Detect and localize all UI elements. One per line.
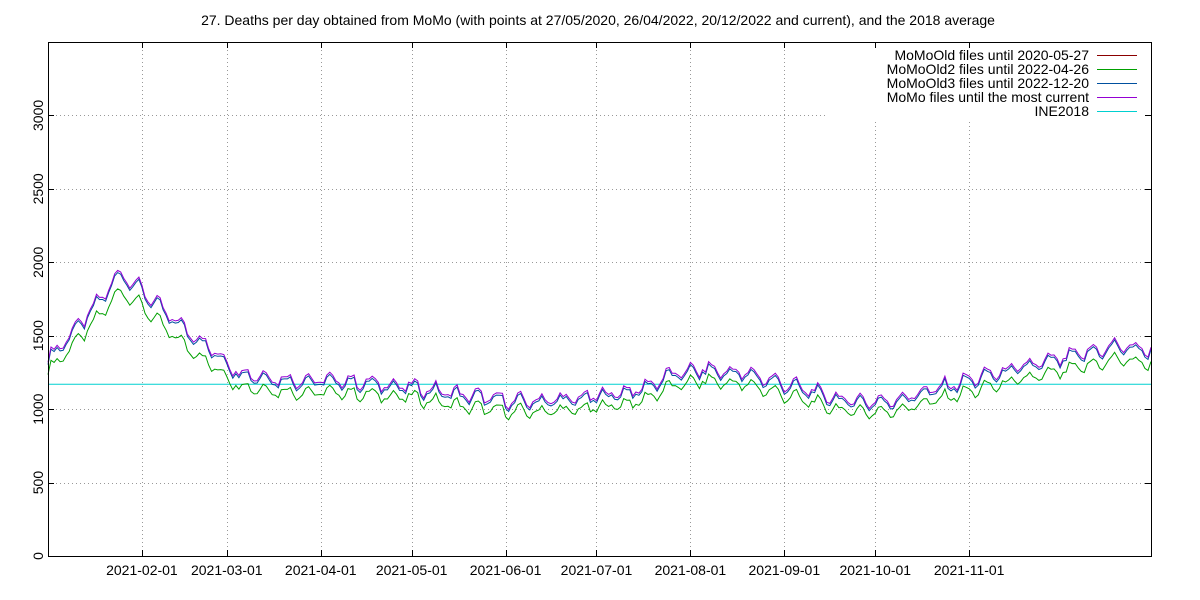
- x-tick-label: 2021-08-01: [655, 562, 727, 578]
- y-tick-label: 2500: [30, 173, 46, 204]
- x-tick-label: 2021-07-01: [561, 562, 633, 578]
- legend-label: MoMoOld files until 2020-05-27: [894, 47, 1089, 63]
- y-tick-label: 2000: [30, 247, 46, 278]
- x-tick-label: 2021-06-01: [470, 562, 542, 578]
- chart-title: 27. Deaths per day obtained from MoMo (w…: [201, 12, 995, 28]
- plot-border: [48, 42, 1152, 557]
- x-tick-label: 2021-10-01: [839, 562, 911, 578]
- y-tick-label: 1500: [30, 320, 46, 351]
- x-tick-label: 2021-02-01: [106, 562, 178, 578]
- x-tick-label: 2021-11-01: [934, 562, 1005, 578]
- legend-label: MoMoOld3 files until 2022-12-20: [887, 75, 1090, 91]
- x-tick-label: 2021-04-01: [285, 562, 357, 578]
- ticks: 0 500 1000 1500 2000 2500 3000 2021-02-01 2021-0…: [30, 42, 1151, 578]
- y-tick-label: 500: [30, 471, 46, 495]
- y-tick-label: 0: [30, 552, 46, 560]
- x-tick-label: 2021-09-01: [749, 562, 821, 578]
- series-group: [47, 269, 1152, 421]
- y-tick-label: 1000: [30, 393, 46, 424]
- x-tick-label: 2021-05-01: [376, 562, 448, 578]
- x-tick-label: 2021-03-01: [191, 562, 263, 578]
- y-tick-label: 3000: [30, 100, 46, 131]
- grid: [48, 42, 1151, 556]
- legend-background: [826, 44, 1151, 120]
- legend-label: MoMo files until the most current: [887, 89, 1089, 105]
- series-line-3: [47, 269, 1152, 411]
- legend-label: INE2018: [1035, 103, 1090, 119]
- series-line-1: [47, 288, 1152, 421]
- series-line-2: [47, 271, 1152, 413]
- legend-label: MoMoOld2 files until 2022-04-26: [887, 61, 1090, 77]
